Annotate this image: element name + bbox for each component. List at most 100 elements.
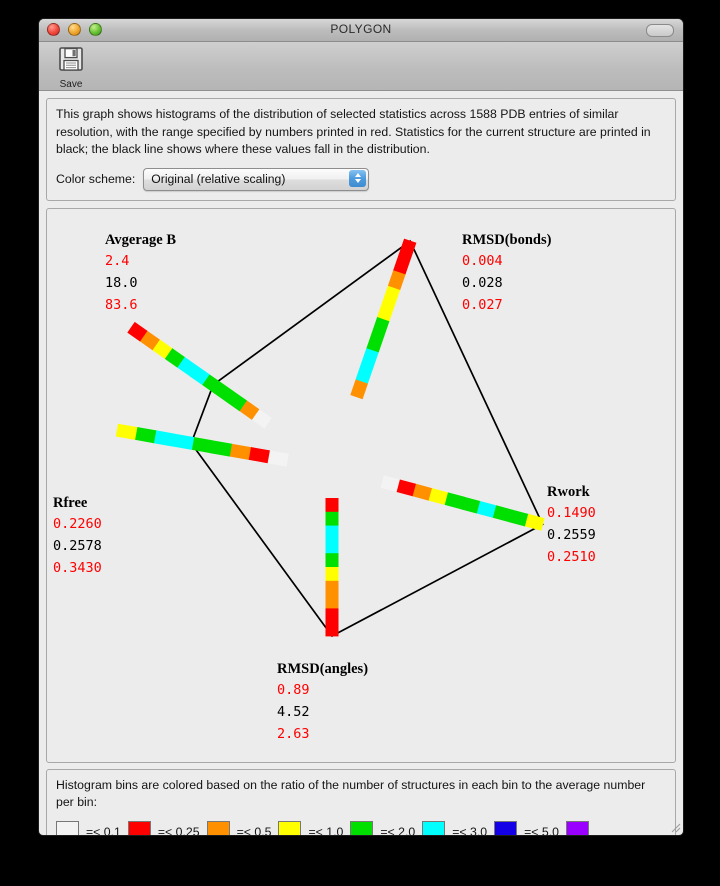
color-scheme-select[interactable]: Original (relative scaling) [143,167,370,191]
toolbar-toggle-button[interactable] [646,24,674,37]
axis-2-histogram [380,474,545,531]
axis-2-name: Rwork [547,484,591,500]
axis-0-bin-10 [127,321,148,341]
legend-swatch-5 [422,820,446,835]
axis-3-bin-8 [325,607,339,623]
axis-2-bin-4 [444,491,465,509]
axis-3-bin-1 [325,511,339,526]
axis-4-bin-8 [115,423,138,440]
color-scheme-label: Color scheme: [56,172,136,186]
axis-0-name: Avgerage B [105,232,176,248]
legend-swatch-3 [278,820,302,835]
axis-0-bin-1 [239,399,260,420]
axis-1-min: 0.004 [462,253,503,269]
axis-3-min: 0.89 [277,682,310,698]
legend-swatch-label-0: =< 0.1 [86,825,121,836]
window-titlebar[interactable]: POLYGON [39,19,683,42]
axis-0-bin-7 [164,347,185,368]
axis-3-bin-3 [325,538,339,554]
axis-1-labels: RMSD(bonds) 0.004 0.028 0.027 [462,232,552,313]
axis-4-bin-3 [210,439,232,457]
minimize-button-icon[interactable] [68,23,81,36]
legend-swatch-6 [494,820,518,835]
axis-2-bin-9 [524,513,545,531]
color-scheme-row: Color scheme: Original (relative scaling… [56,167,666,191]
axis-2-min: 0.1490 [547,505,596,521]
axis-4-bin-4 [191,436,214,453]
axis-3-labels: RMSD(angles) 0.89 4.52 2.63 [277,661,368,742]
chevron-updown-icon [349,169,367,187]
polygon-trace-line [190,239,544,637]
axis-4-bin-0 [267,449,289,467]
axis-0-bin-9 [139,330,160,350]
axis-1-bin-1 [355,362,374,384]
axis-4-bin-7 [134,426,157,443]
axis-1-max: 0.027 [462,297,503,313]
legend-swatch-row: =< 0.1 =< 0.25 =< 0.5 =< 1.0 =< 2.0 =< 3.0 =< … [56,820,666,836]
axis-3-bin-7 [325,594,339,609]
axis-3-bin-6 [325,580,339,595]
axis-2-bin-8 [508,509,529,526]
axis-3-name: RMSD(angles) [277,661,368,677]
legend-swatch-label-1: =< 0.25 [157,825,200,836]
axis-2-bin-5 [460,496,481,514]
axis-1-bin-7 [387,269,406,290]
axis-0-bin-5 [189,365,210,385]
axis-2-bin-2 [412,483,433,501]
axis-4-bin-2 [229,443,251,460]
axis-2-max: 0.2510 [547,549,596,565]
floppy-disk-icon [56,47,86,78]
axis-1-bin-4 [371,316,390,337]
axis-1-value: 0.028 [462,275,503,291]
polygon-graph-panel[interactable]: Avgerage B 2.4 18.0 83.6 RMSD(bonds) 0.004 0.0… [46,207,676,763]
axis-1-bin-2 [361,347,379,368]
legend-swatch-label-6: =< 5.0 [524,825,559,836]
legend-description: Histogram bins are colored based on the … [56,777,646,810]
window-toolbar: Save [39,42,683,91]
axis-1-bin-0 [350,378,369,399]
save-button-label: Save [59,79,83,90]
axis-2-bin-1 [396,479,417,496]
axis-2-bin-3 [428,487,449,505]
axis-4-bin-5 [172,433,195,450]
legend-panel: Histogram bins are colored based on the … [46,768,676,836]
legend-swatch-4 [350,820,374,835]
axis-4-value: 0.2578 [53,538,102,554]
axis-0-histogram [127,321,272,429]
axis-2-value: 0.2559 [547,527,596,543]
axis-1-name: RMSD(bonds) [462,232,552,248]
zoom-button-icon[interactable] [89,23,102,36]
legend-swatch-label-5: =< 3.0 [452,825,488,836]
axis-3-bin-9 [325,621,339,636]
legend-swatch-label-3: =< 1.0 [308,825,344,836]
axis-0-bin-8 [152,338,173,359]
axis-1-bin-9 [398,238,417,259]
axis-0-value: 18.0 [105,275,138,291]
polygon-window: POLYGON Save [38,18,684,836]
axis-4-min: 0.2260 [53,516,102,532]
axis-4-histogram [115,423,289,467]
axis-0-bin-6 [177,356,198,376]
axis-3-bin-5 [325,566,339,581]
axis-3-bin-0 [325,497,339,512]
close-button-icon[interactable] [47,23,60,36]
description-text: This graph shows histograms of the distr… [56,107,651,156]
axis-0-bin-0 [251,408,272,429]
save-button[interactable]: Save [47,44,95,90]
axis-2-labels: Rwork 0.1490 0.2559 0.2510 [547,484,596,565]
axis-2-bin-0 [380,474,401,492]
axis-4-max: 0.3430 [53,560,102,576]
axis-0-labels: Avgerage B 2.4 18.0 83.6 [105,232,176,313]
axis-1-bin-5 [377,300,395,321]
legend-swatch-label-2: =< 0.5 [236,825,272,836]
axis-1-bin-3 [366,331,385,352]
axis-0-bin-2 [226,391,247,411]
axis-3-bin-4 [325,552,339,567]
polygon-trace-group [190,239,544,637]
axis-0-bin-4 [201,373,223,394]
legend-swatch-7 [565,820,589,835]
color-scheme-value: Original (relative scaling) [151,172,286,186]
axis-0-bin-3 [214,382,235,402]
legend-swatch-1 [127,820,151,835]
